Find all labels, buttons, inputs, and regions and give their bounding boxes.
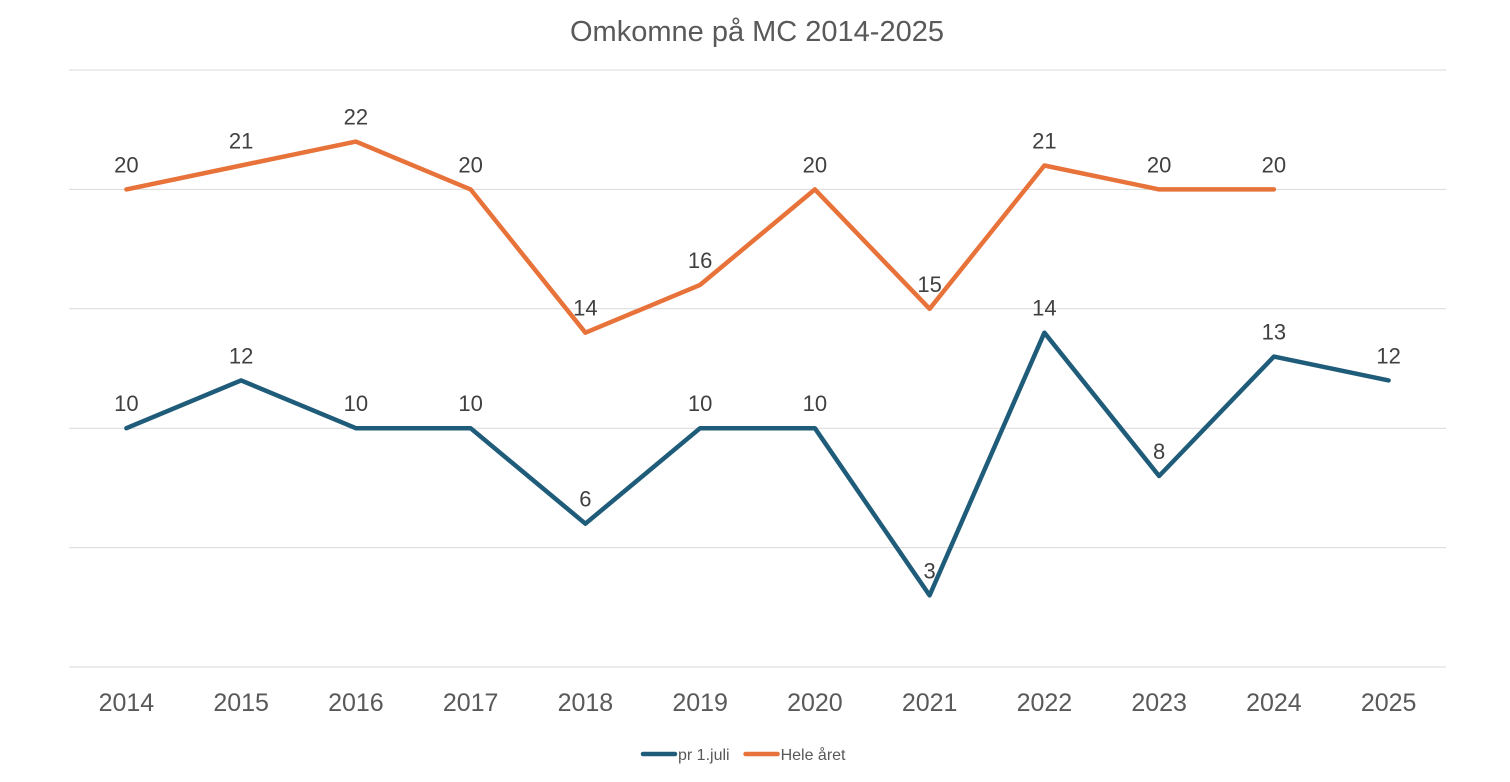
data-label: 20 [1262,152,1286,177]
data-label: 20 [1147,152,1171,177]
x-tick-label: 2022 [1017,689,1073,717]
data-label: 10 [803,391,827,416]
x-tick-label: 2018 [558,689,614,717]
x-tick-label: 2024 [1246,689,1302,717]
x-tick-label: 2025 [1361,689,1417,717]
legend-label: Hele året [781,746,846,764]
x-tick-label: 2021 [902,689,958,717]
x-tick-label: 2023 [1131,689,1187,717]
x-tick-label: 2014 [99,689,155,717]
data-label: 6 [579,487,591,512]
x-tick-label: 2015 [213,689,269,717]
data-label: 13 [1262,320,1286,345]
data-label: 10 [458,391,482,416]
data-label: 20 [803,152,827,177]
data-label: 15 [917,272,941,297]
data-labels: 10 12 10 10 6 10 10 3 14 8 13 12 20 21 22 20 14 16 20 15 21 2… [114,105,1401,584]
chart-title: Omkomne på MC 2014-2025 [570,16,944,48]
data-label: 20 [458,152,482,177]
x-tick-label: 2020 [787,689,843,717]
legend: pr 1.juli Hele året [640,746,846,764]
data-label: 8 [1153,439,1165,464]
x-tick-label: 2017 [443,689,499,717]
data-label: 3 [924,558,936,583]
legend-label: pr 1.juli [678,747,730,764]
data-label: 21 [229,129,253,154]
series-line-1 [124,330,1391,598]
data-label: 22 [344,105,368,130]
data-label: 10 [688,391,712,416]
x-tick-label: 2019 [672,689,728,717]
x-tick-label: 2016 [328,689,384,717]
data-label: 20 [114,152,138,177]
x-axis-ticks: 2014 2015 2016 2017 2018 2019 2020 2021 2022 2023… [99,689,1417,717]
data-label: 16 [688,248,712,273]
data-label: 14 [1032,296,1056,321]
data-label: 12 [1376,343,1400,368]
data-label: 21 [1032,129,1056,154]
data-label: 14 [573,296,597,321]
data-label: 10 [114,391,138,416]
data-label: 10 [344,391,368,416]
data-label: 12 [229,343,253,368]
series-line-2 [124,139,1277,335]
series-lines [124,139,1391,598]
